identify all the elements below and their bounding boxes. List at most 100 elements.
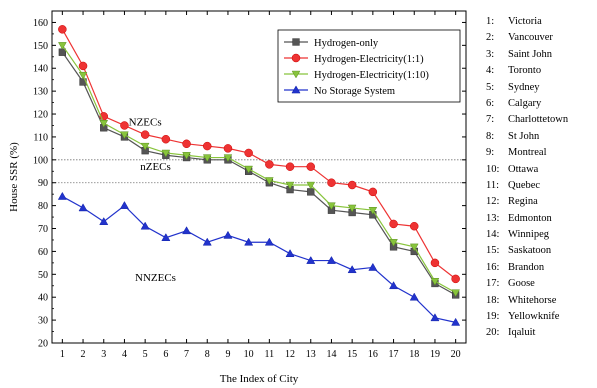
y-tick-label: 40 bbox=[38, 293, 48, 304]
data-point bbox=[202, 237, 212, 246]
data-point bbox=[409, 243, 419, 252]
data-point bbox=[57, 191, 67, 200]
legend-item: Hydrogen-only bbox=[284, 38, 379, 49]
y-tick-label: 160 bbox=[33, 18, 48, 29]
data-point bbox=[265, 160, 274, 169]
data-point bbox=[291, 53, 301, 63]
city-number: 15: bbox=[486, 245, 500, 257]
data-point bbox=[327, 178, 336, 187]
data-point bbox=[430, 258, 440, 268]
list-item: 16: Brandon bbox=[486, 260, 568, 276]
list-item: 2: Vancouver bbox=[486, 30, 568, 46]
data-point bbox=[430, 313, 440, 322]
city-number: 13: bbox=[486, 212, 500, 224]
city-name: Vancouver bbox=[508, 32, 553, 44]
city-number: 19: bbox=[486, 311, 500, 323]
data-point bbox=[161, 233, 171, 241]
series-hydrogen-electricity-1-1 bbox=[58, 25, 460, 284]
y-tick-label: 120 bbox=[33, 110, 48, 121]
data-point bbox=[410, 221, 419, 231]
city-index-list: 1: Victoria 2: Vancouver 3: Saint John 4: To… bbox=[486, 14, 568, 342]
data-point bbox=[307, 188, 315, 196]
city-name: Charlottetown bbox=[508, 114, 569, 126]
legend-label: Hydrogen-Electricity(1:1) bbox=[314, 54, 424, 65]
city-name: Toronto bbox=[508, 65, 542, 77]
data-point bbox=[99, 120, 109, 128]
data-point bbox=[119, 201, 129, 209]
y-tick-label: 140 bbox=[33, 64, 48, 75]
y-tick-label: 50 bbox=[38, 270, 48, 281]
y-tick-label: 70 bbox=[38, 224, 48, 235]
x-tick-label: 14 bbox=[326, 349, 336, 360]
data-point bbox=[120, 121, 129, 130]
data-point bbox=[389, 219, 398, 229]
list-item: 20: Iqaluit bbox=[486, 325, 568, 341]
data-point bbox=[223, 230, 233, 239]
x-tick-label: 7 bbox=[184, 349, 189, 360]
city-name: Sydney bbox=[508, 81, 540, 93]
data-point bbox=[223, 144, 233, 153]
list-item: 5: Sydney bbox=[486, 80, 568, 96]
x-tick-label: 11 bbox=[265, 349, 275, 360]
y-tick-label: 80 bbox=[38, 201, 48, 212]
city-number: 16: bbox=[486, 261, 500, 273]
list-item: 18: Whitehorse bbox=[486, 293, 568, 309]
x-tick-label: 5 bbox=[143, 349, 148, 360]
x-tick-label: 19 bbox=[430, 349, 440, 360]
data-point bbox=[161, 134, 171, 144]
legend-item: Hydrogen-Electricity(1:10) bbox=[284, 70, 429, 81]
city-name: Winnipeg bbox=[508, 229, 549, 241]
list-item: 8: St John bbox=[486, 129, 568, 145]
city-number: 2: bbox=[486, 32, 495, 44]
data-point bbox=[430, 277, 440, 286]
city-name: Ottawa bbox=[508, 163, 539, 175]
x-axis-title: The Index of City bbox=[220, 373, 299, 385]
x-tick-label: 8 bbox=[205, 349, 210, 360]
data-point bbox=[347, 204, 357, 213]
data-point bbox=[99, 217, 109, 225]
x-tick-label: 15 bbox=[347, 349, 357, 360]
data-point bbox=[291, 70, 301, 79]
region-label-nzecs-near: nZECs bbox=[140, 161, 171, 173]
city-name: St John bbox=[508, 130, 540, 142]
y-tick-label: 30 bbox=[38, 316, 48, 327]
city-number: 1: bbox=[486, 16, 495, 27]
city-number: 17: bbox=[486, 278, 500, 290]
city-number: 6: bbox=[486, 97, 495, 109]
series-no-storage-system bbox=[57, 191, 461, 326]
x-tick-label: 1 bbox=[60, 349, 65, 360]
x-tick-label: 17 bbox=[389, 349, 399, 360]
data-point bbox=[292, 38, 300, 46]
data-point bbox=[389, 281, 399, 290]
series-line bbox=[62, 195, 456, 323]
data-point bbox=[285, 162, 295, 171]
city-name: Goose bbox=[508, 278, 535, 290]
data-point bbox=[58, 48, 67, 56]
y-tick-label: 130 bbox=[33, 87, 48, 98]
city-number: 4: bbox=[486, 65, 495, 77]
series-line bbox=[61, 45, 456, 294]
city-number: 5: bbox=[486, 81, 495, 93]
data-point bbox=[264, 237, 274, 246]
data-point bbox=[291, 85, 301, 94]
city-name: Whitehorse bbox=[508, 294, 557, 306]
data-point bbox=[368, 207, 378, 215]
data-point bbox=[182, 226, 192, 235]
data-point bbox=[368, 262, 378, 271]
legend-item: No Storage System bbox=[284, 85, 395, 97]
list-item: 15: Saskatoon bbox=[486, 243, 568, 259]
list-item: 19: Yellowknife bbox=[486, 309, 568, 325]
city-name: Montreal bbox=[508, 147, 547, 159]
city-name: Victoria bbox=[508, 16, 542, 27]
list-item: 4: Toronto bbox=[486, 63, 568, 79]
city-name: Yellowknife bbox=[508, 311, 560, 323]
list-item: 6: Calgary bbox=[486, 96, 568, 112]
data-point bbox=[451, 274, 460, 284]
data-point bbox=[451, 289, 460, 298]
list-item: 11: Quebec bbox=[486, 178, 568, 194]
x-tick-label: 12 bbox=[285, 349, 295, 360]
y-axis-title: House SSR (%) bbox=[8, 142, 20, 212]
region-label-nnzecs: NNZECs bbox=[135, 272, 176, 284]
city-number: 9: bbox=[486, 147, 495, 159]
